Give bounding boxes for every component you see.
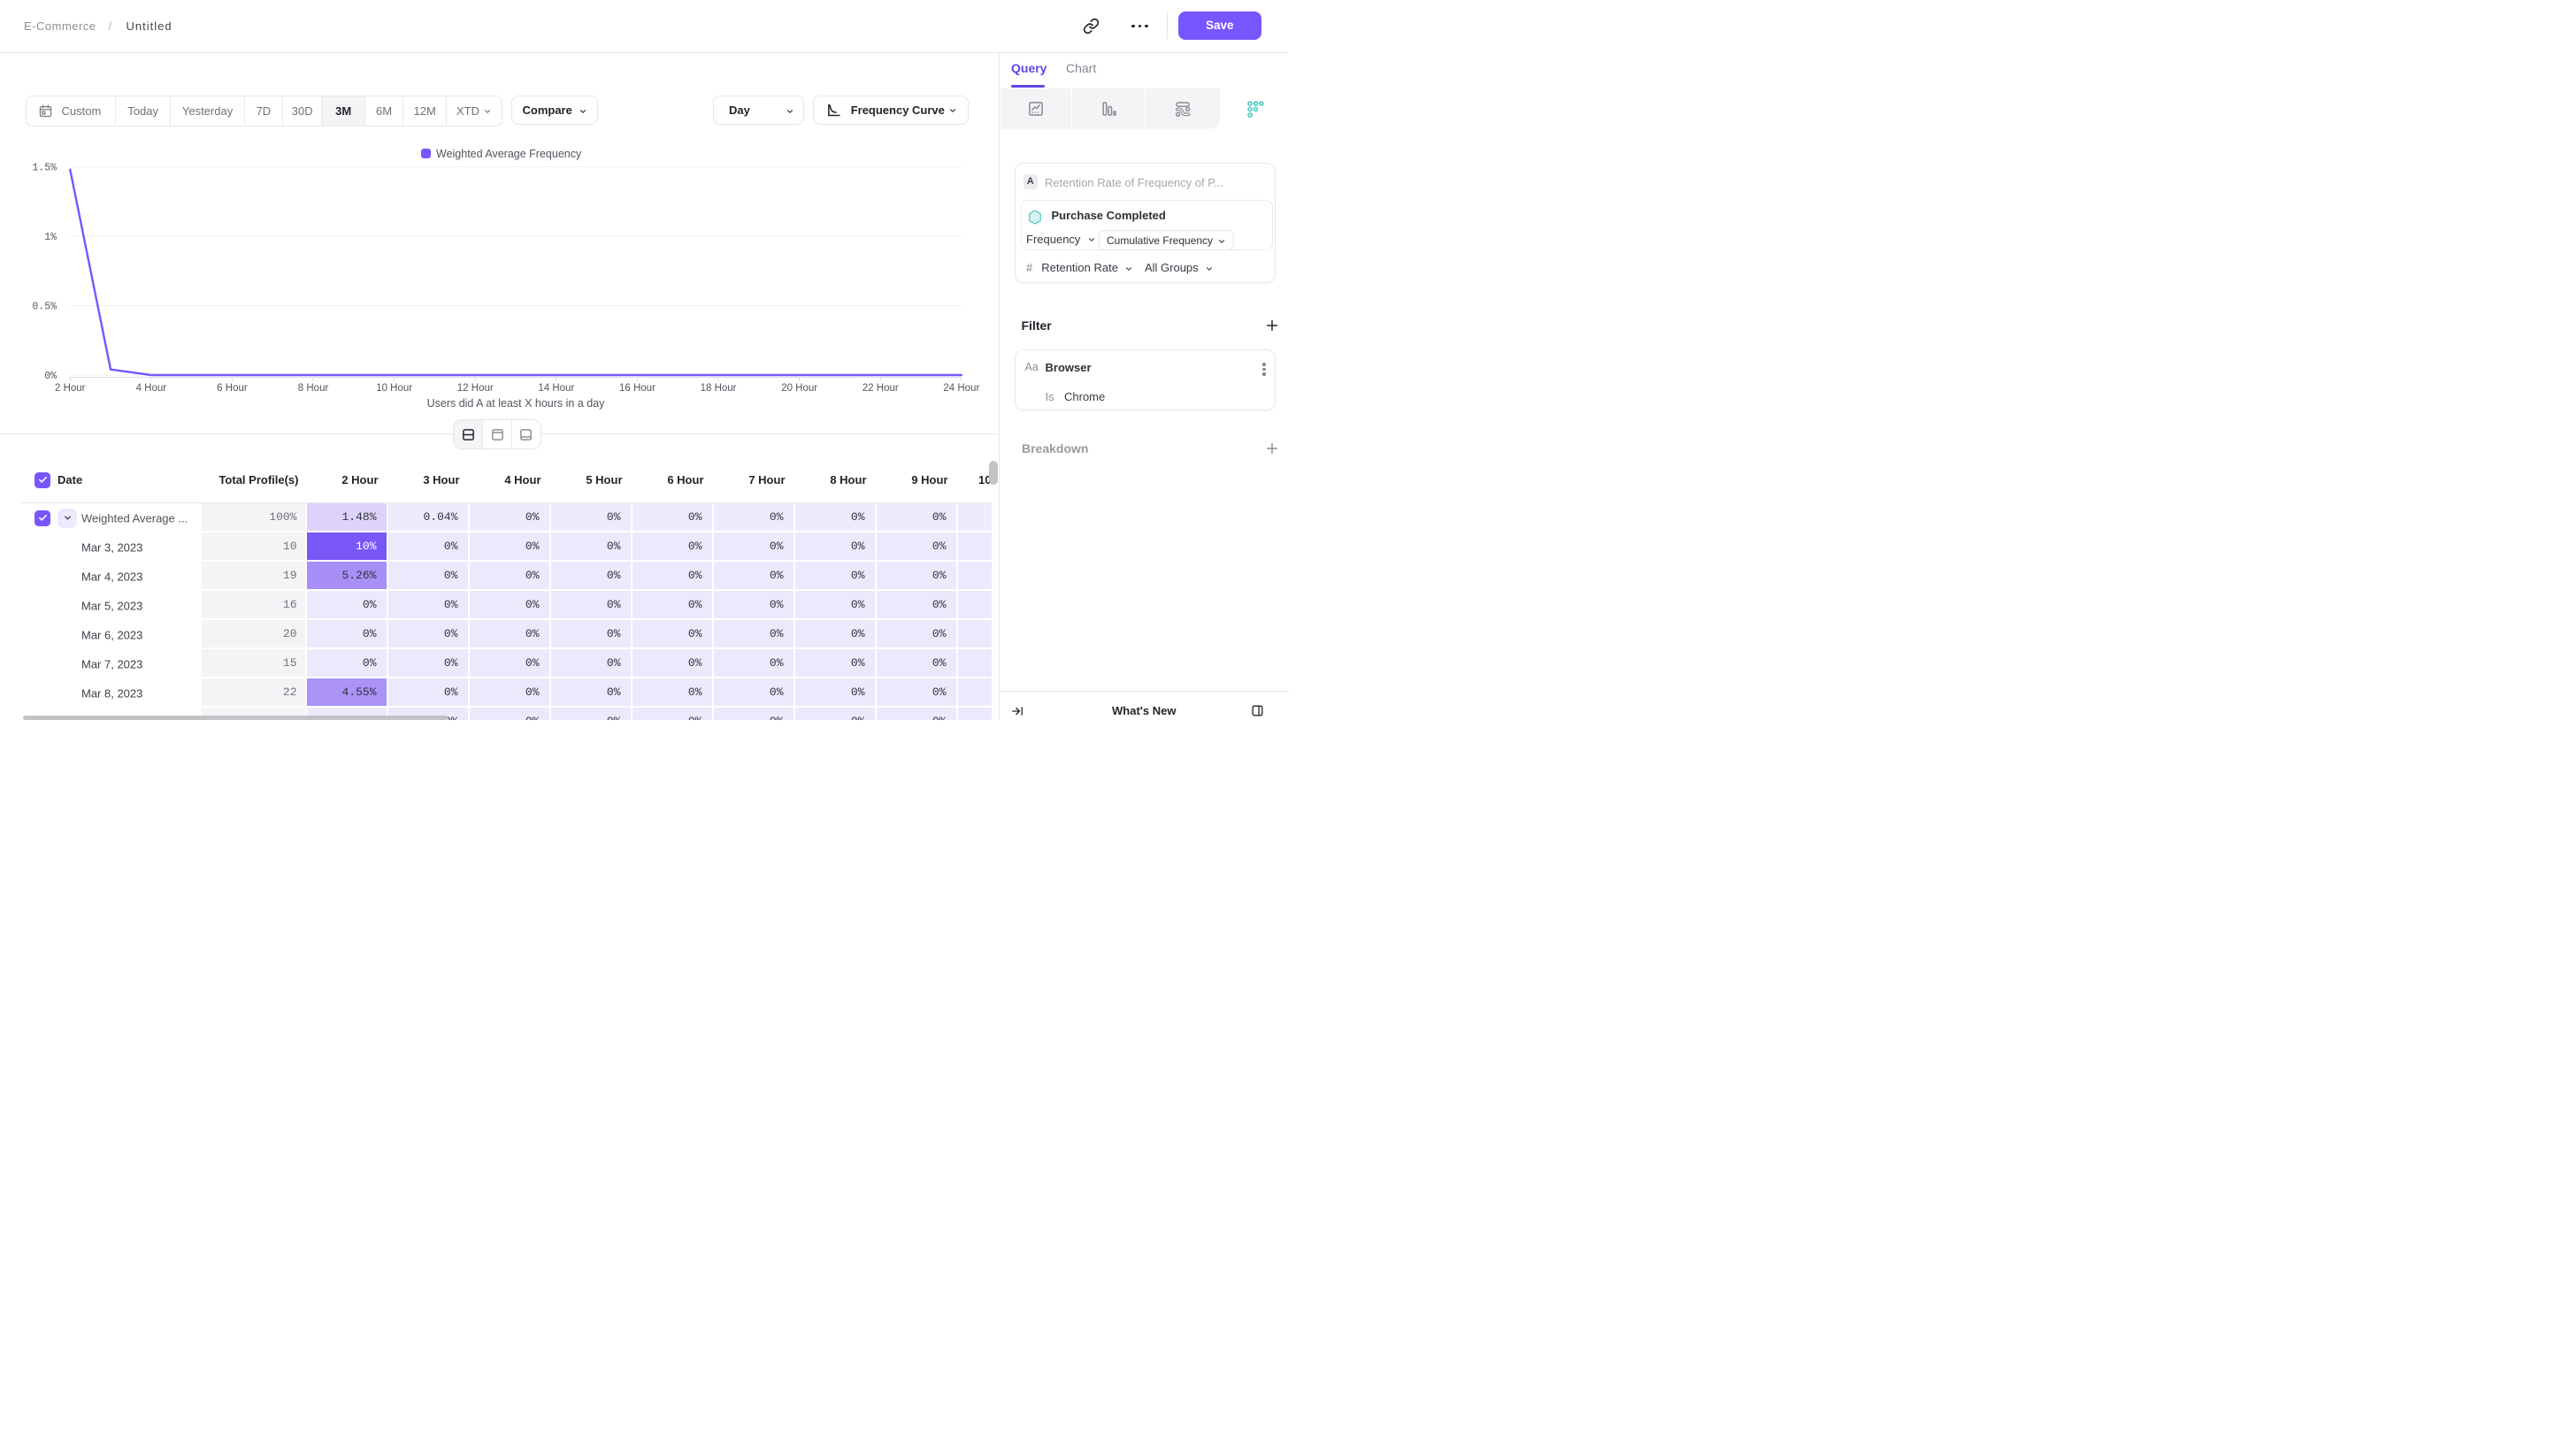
svg-text:4 Hour: 4 Hour [136,383,167,394]
svg-text:1.5%: 1.5% [32,163,57,174]
svg-text:22 Hour: 22 Hour [862,383,899,394]
svg-text:16 Hour: 16 Hour [619,383,656,394]
svg-text:6 Hour: 6 Hour [217,383,248,394]
svg-text:1%: 1% [44,232,57,243]
svg-text:0.5%: 0.5% [32,302,57,313]
svg-text:2 Hour: 2 Hour [55,383,86,394]
svg-text:24 Hour: 24 Hour [943,383,979,394]
svg-text:18 Hour: 18 Hour [701,383,737,394]
svg-text:10 Hour: 10 Hour [376,383,412,394]
svg-text:0%: 0% [44,371,57,382]
svg-text:12 Hour: 12 Hour [457,383,494,394]
svg-text:14 Hour: 14 Hour [538,383,574,394]
svg-text:20 Hour: 20 Hour [781,383,817,394]
svg-text:8 Hour: 8 Hour [298,383,329,394]
